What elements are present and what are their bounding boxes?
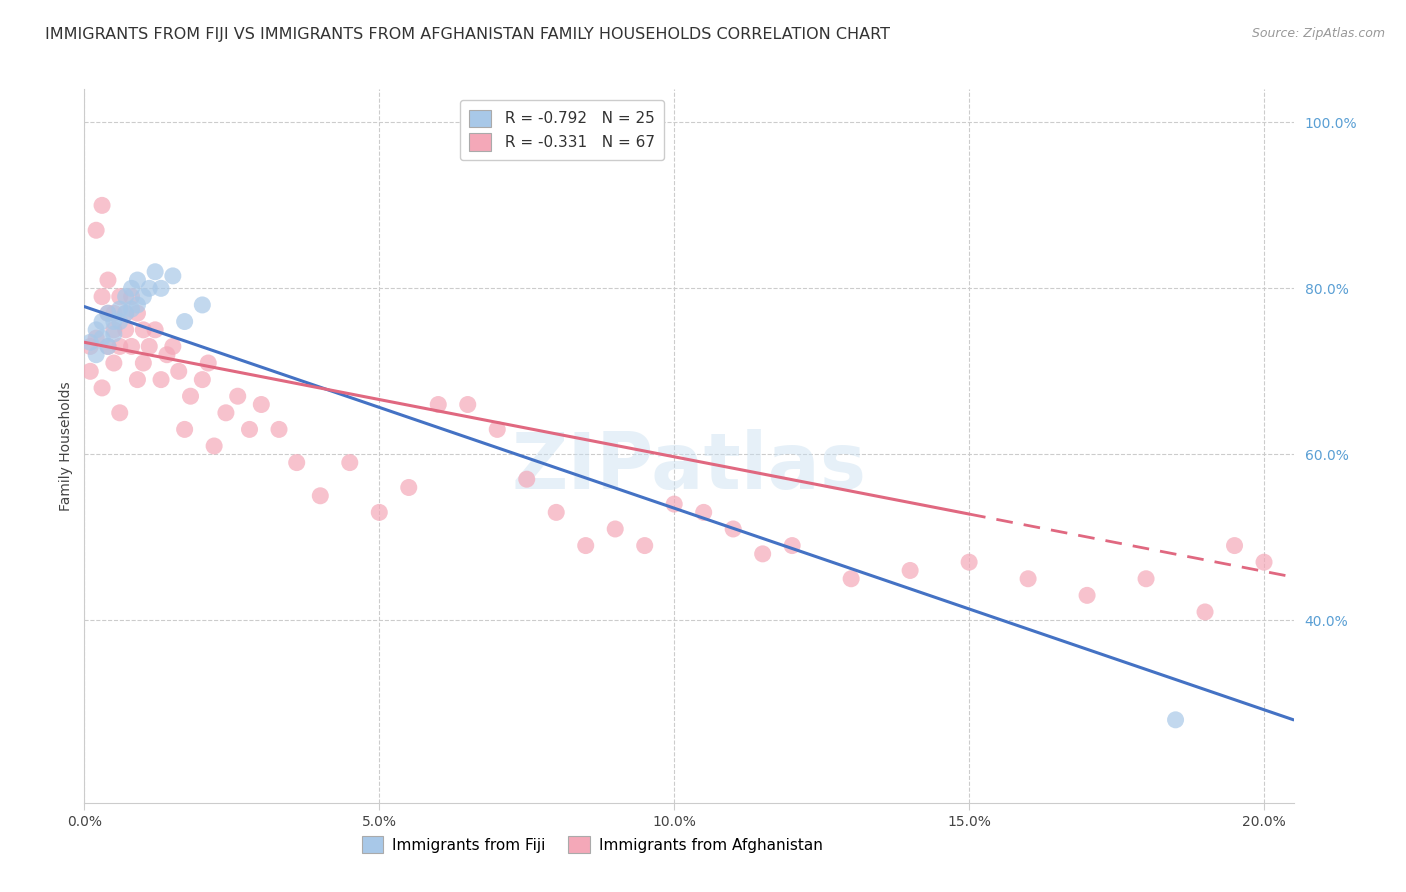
Point bbox=[427, 397, 450, 411]
Point bbox=[605, 522, 627, 536]
Point bbox=[103, 356, 125, 370]
Point bbox=[114, 306, 136, 320]
Point bbox=[108, 406, 131, 420]
Point bbox=[486, 422, 509, 436]
Point bbox=[127, 298, 149, 312]
Point bbox=[191, 373, 214, 387]
Point bbox=[132, 356, 155, 370]
Point bbox=[1223, 539, 1246, 553]
Point bbox=[108, 339, 131, 353]
Point bbox=[121, 339, 143, 353]
Point bbox=[173, 314, 195, 328]
Point bbox=[150, 281, 173, 295]
Point bbox=[103, 314, 125, 328]
Point bbox=[339, 456, 361, 470]
Point bbox=[191, 298, 214, 312]
Point bbox=[1135, 572, 1157, 586]
Point bbox=[138, 339, 160, 353]
Point bbox=[162, 339, 184, 353]
Point bbox=[84, 223, 107, 237]
Point bbox=[180, 389, 202, 403]
Legend: Immigrants from Fiji, Immigrants from Afghanistan: Immigrants from Fiji, Immigrants from Af… bbox=[356, 830, 830, 859]
Point bbox=[84, 348, 107, 362]
Text: ZIPatlas: ZIPatlas bbox=[512, 429, 866, 506]
Point bbox=[664, 497, 686, 511]
Point bbox=[91, 314, 114, 328]
Point bbox=[138, 281, 160, 295]
Point bbox=[634, 539, 657, 553]
Point bbox=[127, 306, 149, 320]
Point bbox=[250, 397, 273, 411]
Point bbox=[121, 281, 143, 295]
Point bbox=[398, 481, 420, 495]
Text: Source: ZipAtlas.com: Source: ZipAtlas.com bbox=[1251, 27, 1385, 40]
Point bbox=[103, 326, 125, 341]
Point bbox=[173, 422, 195, 436]
Point bbox=[108, 290, 131, 304]
Point bbox=[97, 273, 120, 287]
Point bbox=[132, 290, 155, 304]
Point bbox=[197, 356, 219, 370]
Point bbox=[91, 290, 114, 304]
Point bbox=[162, 268, 184, 283]
Point bbox=[91, 381, 114, 395]
Point bbox=[1017, 572, 1039, 586]
Point bbox=[97, 306, 120, 320]
Point bbox=[780, 539, 803, 553]
Point bbox=[103, 306, 125, 320]
Point bbox=[114, 323, 136, 337]
Point bbox=[957, 555, 980, 569]
Point bbox=[202, 439, 225, 453]
Point bbox=[108, 302, 131, 317]
Point bbox=[167, 364, 190, 378]
Point bbox=[143, 265, 166, 279]
Point bbox=[1164, 713, 1187, 727]
Point bbox=[1253, 555, 1275, 569]
Point bbox=[226, 389, 249, 403]
Point bbox=[898, 564, 921, 578]
Point bbox=[751, 547, 773, 561]
Point bbox=[84, 331, 107, 345]
Point bbox=[267, 422, 290, 436]
Point bbox=[309, 489, 332, 503]
Point bbox=[121, 302, 143, 317]
Point bbox=[150, 373, 173, 387]
Point bbox=[97, 339, 120, 353]
Point bbox=[839, 572, 862, 586]
Point bbox=[368, 505, 391, 519]
Point bbox=[575, 539, 598, 553]
Point bbox=[516, 472, 538, 486]
Point bbox=[457, 397, 479, 411]
Point bbox=[721, 522, 744, 536]
Point bbox=[127, 373, 149, 387]
Point bbox=[103, 323, 125, 337]
Point bbox=[132, 323, 155, 337]
Point bbox=[546, 505, 568, 519]
Text: IMMIGRANTS FROM FIJI VS IMMIGRANTS FROM AFGHANISTAN FAMILY HOUSEHOLDS CORRELATIO: IMMIGRANTS FROM FIJI VS IMMIGRANTS FROM … bbox=[45, 27, 890, 42]
Point bbox=[285, 456, 308, 470]
Point bbox=[84, 323, 107, 337]
Point bbox=[91, 331, 114, 345]
Point bbox=[215, 406, 238, 420]
Point bbox=[97, 339, 120, 353]
Point bbox=[143, 323, 166, 337]
Point bbox=[79, 339, 101, 353]
Point bbox=[79, 364, 101, 378]
Point bbox=[121, 290, 143, 304]
Point bbox=[238, 422, 260, 436]
Point bbox=[79, 335, 101, 350]
Point bbox=[127, 273, 149, 287]
Point bbox=[114, 290, 136, 304]
Point bbox=[91, 198, 114, 212]
Point bbox=[108, 314, 131, 328]
Point bbox=[1076, 588, 1098, 602]
Point bbox=[156, 348, 179, 362]
Y-axis label: Family Households: Family Households bbox=[59, 381, 73, 511]
Point bbox=[97, 306, 120, 320]
Point bbox=[692, 505, 714, 519]
Point bbox=[1194, 605, 1216, 619]
Point bbox=[114, 306, 136, 320]
